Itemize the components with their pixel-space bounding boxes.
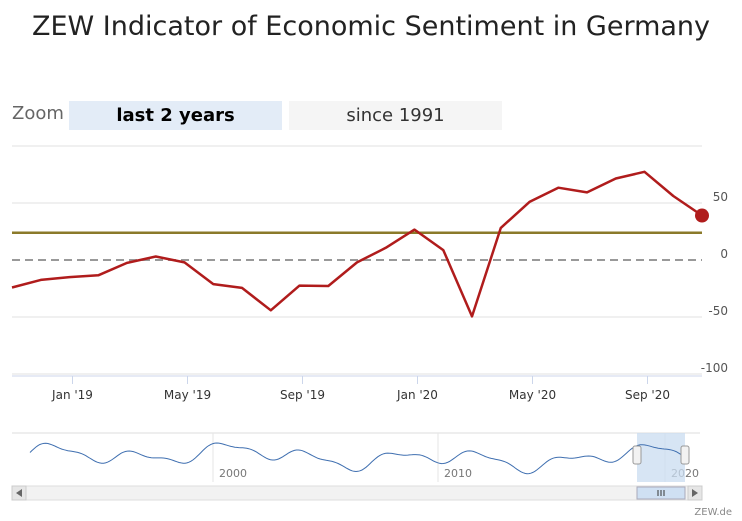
navigator-series (29, 442, 687, 475)
navigator-year-label: 2010 (444, 467, 472, 480)
scroll-right-arrow-icon (692, 489, 698, 497)
chart-title: ZEW Indicator of Economic Sentiment in G… (31, 11, 711, 42)
scroll-left-arrow-icon (16, 489, 22, 497)
navigator-right-handle[interactable] (680, 445, 690, 465)
y-tick-label: 0 (720, 247, 728, 261)
navigator-left-handle[interactable] (632, 445, 642, 465)
scrollbar-track[interactable] (11, 485, 703, 501)
series-line (11, 170, 703, 318)
x-tick-label: May '20 (509, 388, 556, 402)
y-tick-label: 50 (713, 190, 728, 204)
zoom-label: Zoom (12, 103, 64, 124)
y-tick-label: -100 (701, 361, 728, 375)
zoom-last-2-years-button[interactable]: last 2 years (69, 101, 282, 130)
x-tick-label: Jan '19 (51, 388, 93, 402)
credit-link[interactable]: ZEW.de (694, 507, 732, 518)
x-tick-label: May '19 (164, 388, 211, 402)
x-tick-label: Sep '20 (625, 388, 670, 402)
x-tick-label: Jan '20 (396, 388, 438, 402)
navigator-selection[interactable] (637, 433, 685, 482)
last-value-marker[interactable] (695, 208, 709, 223)
x-tick-label: Sep '19 (280, 388, 325, 402)
navigator-year-label: 2000 (219, 467, 247, 480)
zoom-since-1991-button[interactable]: since 1991 (289, 101, 502, 130)
y-tick-label: -50 (708, 304, 728, 318)
